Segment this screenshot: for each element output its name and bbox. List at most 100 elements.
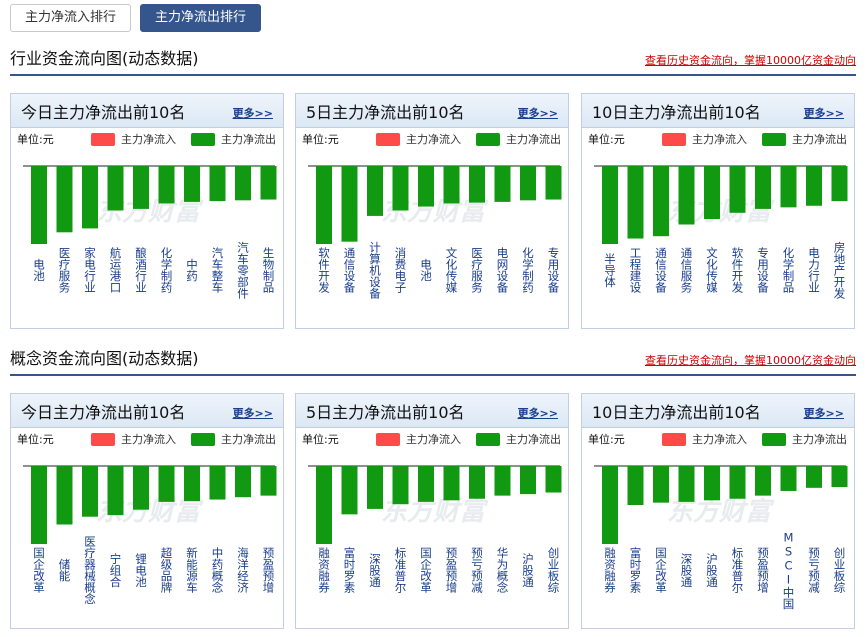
bar[interactable] <box>520 166 536 201</box>
category-label: 软件开发 <box>317 246 331 294</box>
bar[interactable] <box>235 166 251 201</box>
bar[interactable] <box>494 166 511 202</box>
bar[interactable] <box>107 166 124 211</box>
bar[interactable] <box>260 166 277 200</box>
bar[interactable] <box>316 166 332 244</box>
bar[interactable] <box>627 466 644 505</box>
bar[interactable] <box>704 166 720 220</box>
bar[interactable] <box>158 466 175 502</box>
legend-inflow-swatch <box>376 133 400 146</box>
bar[interactable] <box>418 166 434 207</box>
bar[interactable] <box>133 466 149 510</box>
legend-outflow-label: 主力净流出 <box>792 132 847 146</box>
bar[interactable] <box>341 166 358 242</box>
category-label: 中药概念 <box>211 547 225 593</box>
bar[interactable] <box>831 466 848 488</box>
bar[interactable] <box>184 466 200 502</box>
more-link[interactable]: 更多>> <box>517 407 558 420</box>
category-label: 航运港口 <box>109 246 123 293</box>
bar[interactable] <box>627 166 644 239</box>
bar[interactable] <box>494 466 511 496</box>
bar[interactable] <box>31 466 47 544</box>
bar[interactable] <box>184 166 200 202</box>
category-label: 电力行业 <box>807 247 821 293</box>
bar[interactable] <box>418 466 434 502</box>
legend-outflow-label: 主力净流出 <box>221 432 276 446</box>
bar[interactable] <box>82 166 98 229</box>
bar[interactable] <box>545 466 562 493</box>
bar[interactable] <box>469 466 485 499</box>
bar[interactable] <box>469 166 485 203</box>
bar[interactable] <box>780 166 797 208</box>
bar[interactable] <box>545 166 562 200</box>
bar[interactable] <box>82 466 98 517</box>
unit-label: 单位:元 <box>17 132 54 146</box>
bar[interactable] <box>806 166 822 206</box>
bar[interactable] <box>806 466 822 488</box>
bar[interactable] <box>520 466 536 495</box>
category-label: 专用设备 <box>756 246 770 294</box>
bar[interactable] <box>107 466 124 516</box>
bar[interactable] <box>158 166 175 204</box>
bar[interactable] <box>755 166 771 209</box>
category-label: 汽车整车 <box>211 246 225 294</box>
bar[interactable] <box>755 466 771 496</box>
more-link[interactable]: 更多>> <box>803 407 844 420</box>
bar[interactable] <box>443 466 460 501</box>
bar[interactable] <box>209 166 226 202</box>
more-link[interactable]: 更多>> <box>803 107 844 120</box>
bar[interactable] <box>56 466 73 525</box>
bar[interactable] <box>133 166 149 209</box>
bar[interactable] <box>56 166 73 233</box>
bar[interactable] <box>704 466 720 501</box>
legend-inflow-label: 主力净流入 <box>692 432 747 446</box>
tab-net-inflow[interactable]: 主力净流入排行 <box>10 4 132 32</box>
bar[interactable] <box>235 466 251 498</box>
legend-inflow-swatch <box>91 133 115 146</box>
unit-label: 单位:元 <box>588 432 625 446</box>
more-link[interactable]: 更多>> <box>232 407 273 420</box>
bar[interactable] <box>443 166 460 204</box>
chart-panel: 5日主力净流出前10名 更多>> 单位:元 主力净流入 主力净流出 东方财富 软件开发 通信设… <box>295 93 569 329</box>
more-link[interactable]: 更多>> <box>517 107 558 120</box>
bar[interactable] <box>367 166 383 216</box>
bar[interactable] <box>653 466 669 503</box>
legend-outflow-swatch <box>476 433 500 446</box>
category-label: 通信服务 <box>680 247 694 293</box>
legend-outflow-swatch <box>191 133 215 146</box>
bar[interactable] <box>678 466 695 502</box>
legend-inflow-swatch <box>662 133 686 146</box>
bar[interactable] <box>678 166 695 225</box>
history-link[interactable]: 查看历史资金流向，掌握10000亿资金动向 <box>645 354 856 367</box>
history-link[interactable]: 查看历史资金流向，掌握10000亿资金动向 <box>645 54 856 67</box>
bar[interactable] <box>602 166 618 244</box>
bar[interactable] <box>316 466 332 544</box>
bar[interactable] <box>392 166 409 211</box>
bar[interactable] <box>392 466 409 505</box>
bar[interactable] <box>602 466 618 544</box>
bar[interactable] <box>367 466 383 509</box>
chart-panel: 10日主力净流出前10名更多>>单位:元主力净流入主力净流出东方财富半导体工程建… <box>581 93 855 329</box>
more-link[interactable]: 更多>> <box>232 107 273 120</box>
category-label: 储能 <box>58 558 72 583</box>
bar[interactable] <box>209 466 226 500</box>
category-label: 沪股通 <box>705 552 719 587</box>
bar[interactable] <box>780 466 797 491</box>
bar[interactable] <box>831 166 848 202</box>
bar[interactable] <box>729 466 746 499</box>
bar[interactable] <box>260 466 277 496</box>
category-label: 电网设备 <box>496 247 510 294</box>
category-label: 专用设备 <box>547 246 561 294</box>
category-label: 深股通 <box>368 552 382 587</box>
chart-panel: 今日主力净流出前10名 更多>> 单位:元 主力净流入 主力净流出 东方财富 电池 医疗服务家… <box>10 93 284 329</box>
tab-net-outflow[interactable]: 主力净流出排行 <box>140 4 262 32</box>
section-title: 概念资金流向图(动态数据) <box>10 349 199 368</box>
bar[interactable] <box>653 166 669 237</box>
bar[interactable] <box>341 466 358 515</box>
panel-header: 5日主力净流出前10名 更多>> <box>296 394 568 428</box>
bar[interactable] <box>31 166 47 244</box>
bar[interactable] <box>729 166 746 213</box>
unit-label: 单位:元 <box>302 432 339 446</box>
